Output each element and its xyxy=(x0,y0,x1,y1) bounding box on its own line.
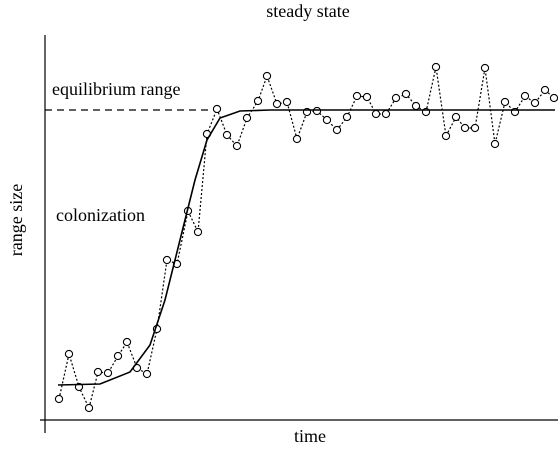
data-point xyxy=(113,351,123,361)
data-point xyxy=(292,134,302,144)
data-point xyxy=(362,92,372,102)
data-point xyxy=(64,349,74,359)
x-axis-label: time xyxy=(294,426,326,446)
data-point xyxy=(500,97,510,107)
data-point xyxy=(332,125,342,135)
data-point xyxy=(84,403,94,413)
data-point xyxy=(122,337,132,347)
data-point xyxy=(54,394,64,404)
data-point xyxy=(162,255,172,265)
data-point xyxy=(381,109,391,119)
data-point xyxy=(232,141,242,151)
series-line xyxy=(57,109,555,386)
chart-title: steady state xyxy=(266,1,349,21)
data-point xyxy=(411,101,421,111)
data-point xyxy=(222,130,232,140)
data-point xyxy=(322,115,332,125)
annotation: equilibrium range xyxy=(52,79,180,99)
data-point xyxy=(470,123,480,133)
data-point xyxy=(549,93,558,103)
data-point xyxy=(431,62,441,72)
data-point xyxy=(242,113,252,123)
data-point xyxy=(103,368,113,378)
data-point xyxy=(142,369,152,379)
data-point xyxy=(540,85,550,95)
data-point xyxy=(520,91,530,101)
data-point xyxy=(401,89,411,99)
series-line xyxy=(58,66,555,410)
data-point xyxy=(490,139,500,149)
data-point xyxy=(371,109,381,119)
data-point xyxy=(93,367,103,377)
data-point xyxy=(451,112,461,122)
data-point xyxy=(342,112,352,122)
annotation: colonization xyxy=(56,205,145,225)
data-point xyxy=(253,96,263,106)
data-point xyxy=(460,123,470,133)
data-point xyxy=(352,91,362,101)
data-point xyxy=(193,227,203,237)
data-point xyxy=(391,93,401,103)
y-axis-label: range size xyxy=(6,184,26,256)
data-point xyxy=(480,63,490,73)
data-point xyxy=(272,99,282,109)
data-point xyxy=(262,71,272,81)
data-point xyxy=(282,97,292,107)
data-point xyxy=(441,131,451,141)
data-point xyxy=(530,98,540,108)
data-point xyxy=(312,106,322,116)
data-point xyxy=(212,104,222,114)
